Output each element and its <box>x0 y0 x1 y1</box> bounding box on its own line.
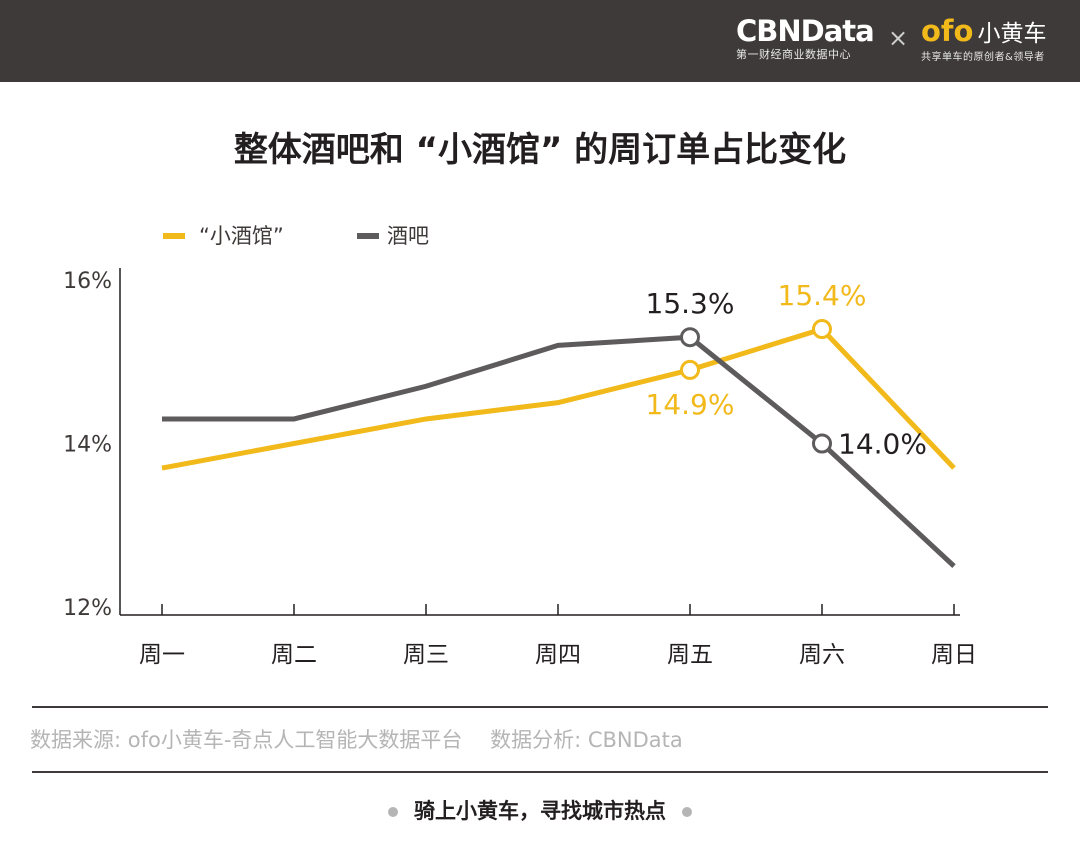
x-tick-label: 周一 <box>139 642 185 668</box>
data-label: 15.4% <box>778 279 867 312</box>
data-label: 14.9% <box>646 388 735 421</box>
ofo-brand-cn: 小黄车 <box>977 21 1047 47</box>
ofo-subtitle: 共享单车的原创者&领导者 <box>921 52 1045 63</box>
y-tick-label: 16% <box>63 269 112 294</box>
cbn-logo: CBNData <box>736 14 875 48</box>
x-tick-label: 周三 <box>403 642 449 668</box>
series-line-1 <box>162 334 956 568</box>
bullet-dot-right <box>682 807 692 817</box>
data-label: 15.3% <box>646 287 735 320</box>
x-tick-label: 周日 <box>931 642 977 668</box>
cbn-logo-block: CBNData 第一财经商业数据中心 <box>736 14 875 62</box>
ofo-logo-block: ofo 小黄车 共享单车的原创者&领导者 <box>921 14 1046 65</box>
partner-cross-icon: × <box>888 24 909 52</box>
chart-title: 整体酒吧和 “小酒馆” 的周订单占比变化 <box>233 130 847 170</box>
header-bar: CBNData 第一财经商业数据中心 × ofo 小黄车 共享单车的原创者&领导者 <box>0 0 1080 82</box>
x-tick-label: 周二 <box>271 642 317 668</box>
y-tick-label: 12% <box>63 596 112 621</box>
footer-slogan-text: 骑上小黄车，寻找城市热点 <box>414 799 666 823</box>
legend-label-small-bar: “小酒馆” <box>199 224 284 248</box>
ofo-logo: ofo 小黄车 <box>921 14 1046 51</box>
x-tick-label: 周六 <box>799 642 845 668</box>
data-point-marker <box>680 327 700 348</box>
legend-label-bar: 酒吧 <box>387 224 429 248</box>
x-tick-label: 周五 <box>667 642 713 668</box>
divider-bottom <box>32 771 1048 773</box>
legend-swatch-bar <box>357 233 379 239</box>
data-point-marker <box>812 319 832 340</box>
series-line-0 <box>161 326 956 471</box>
footer-slogan: 骑上小黄车，寻找城市热点 <box>0 795 1080 825</box>
divider-top <box>32 706 1048 708</box>
ofo-logo-text: ofo <box>921 14 974 48</box>
data-point-marker <box>680 359 700 380</box>
legend-swatch-small-bar <box>163 233 185 239</box>
source-note: 数据来源: ofo小黄车-奇点人工智能大数据平台 数据分析: CBNData <box>30 728 683 752</box>
data-label: 14.0% <box>838 428 927 461</box>
x-tick-label: 周四 <box>535 642 581 668</box>
data-point-marker <box>812 433 832 454</box>
cbn-subtitle: 第一财经商业数据中心 <box>736 48 851 61</box>
bullet-dot-left <box>388 807 398 817</box>
y-tick-label: 14% <box>63 433 112 458</box>
